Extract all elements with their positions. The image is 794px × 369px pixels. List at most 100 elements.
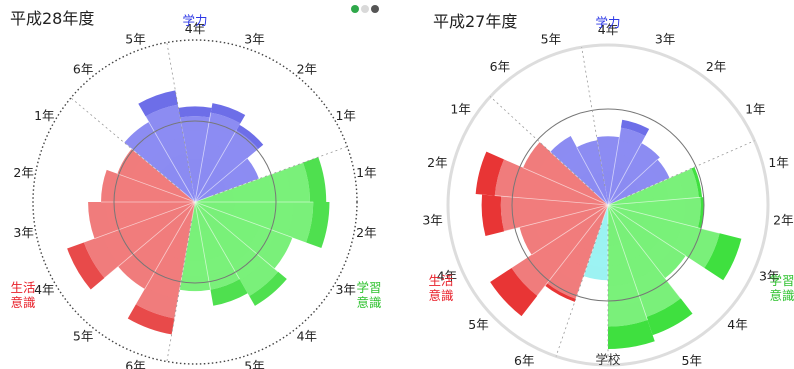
group-separator [213,146,348,196]
category-label: 学校 [595,352,621,367]
spoke-label: 2年 [427,155,447,170]
bar-学習意識-2年 [195,201,330,248]
spoke-label: 4年 [185,21,205,36]
chart-title-2: 平成27年度 [433,12,517,31]
bar-highlight [67,242,105,290]
bar-highlight [210,103,246,124]
bar-生活意識-5年 [490,204,609,317]
bar-生活意識-1年 [522,142,609,206]
bar-生活意識-4年 [67,201,196,290]
bar-生活意識-6年 [127,201,196,335]
bar-学習意識-4年 [194,201,287,306]
spoke-label: 2年 [706,59,726,74]
category-label: 学習 [769,273,794,288]
legend-dot [361,5,369,13]
bar-学力-6年 [550,136,609,206]
spoke-label: 2年 [356,225,376,240]
polar-chart-2: 平成27年度4年3年2年1年1年2年3年4年5年6年学校6年5年4年3年2年1年… [422,12,794,368]
bar-生活意識-5年 [118,201,196,290]
category-label: 生活 [10,280,35,295]
bar-学力-4年 [178,106,212,203]
group-separator [555,223,603,357]
spoke-label: 4年 [727,317,747,332]
category-label: 意識 [356,295,381,310]
bar-highlight [249,271,287,306]
spoke-label: 5年 [125,31,145,46]
category-label: 生活 [428,273,453,288]
bar-学習意識-5年 [607,204,693,336]
bar-学力-2年 [194,124,264,203]
bar-学力-2年 [607,142,660,206]
spoke-label: 5年 [73,328,93,343]
category-label: 学力 [182,13,207,28]
bar-学力-5年 [576,140,609,206]
spoke-label: 4年 [297,328,317,343]
spoke-label: 5年 [541,32,561,47]
bar-学習意識-2年 [607,196,704,229]
bar-highlight [127,304,175,335]
bar-学力-3年 [607,119,650,206]
spoke-label: 3年 [13,225,33,240]
outer-ring [32,39,358,365]
bar-highlight [704,233,742,281]
legend-dot [371,5,379,13]
bar-highlight [620,119,650,137]
bar-highlight [303,157,327,202]
bar-highlight [210,279,248,306]
group-separator [70,97,181,190]
spoke-label: 1年 [356,165,376,180]
bar-highlight [236,124,264,149]
spoke-label: 1年 [335,108,355,123]
group-separator [166,221,193,362]
spoke-label: 5年 [244,359,264,369]
bar-学力-4年 [596,136,620,206]
spoke-label: 4年 [437,269,457,284]
spoke-label: 4年 [34,282,54,297]
spoke-label: 3年 [759,269,779,284]
bar-highlight [545,283,576,302]
bar-highlight [490,268,538,317]
category-label: 学習 [356,280,381,295]
legend-dots [351,5,379,13]
spoke-label: 2年 [13,165,33,180]
group-separator [490,96,595,193]
spoke-label: 1年 [768,155,788,170]
bar-生活意識-2年 [101,169,195,203]
group-separator [166,42,193,183]
spoke-label: 4年 [598,22,618,37]
spoke-label: 1年 [34,108,54,123]
category-label: 意識 [428,288,453,303]
bar-学力-1年 [194,157,259,203]
bar-highlight [608,320,655,349]
chart-title-1: 平成28年度 [10,9,94,28]
bar-学力-3年 [194,103,246,203]
spoke-label: 6年 [490,59,510,74]
bar-highlight [306,202,330,248]
legend-dot [351,5,359,13]
bar-学力-5年 [138,90,196,203]
bar-highlight [178,106,212,118]
category-label: 意識 [10,295,35,310]
spoke-label: 3年 [422,213,442,228]
polar-chart-1: 平成28年度4年3年2年1年1年2年3年4年5年6年6年5年4年3年2年1年6年… [10,9,382,369]
spoke-label: 6年 [125,359,145,369]
spoke-label: 5年 [682,353,702,368]
bar-学力-1年 [607,159,670,206]
spoke-label: 2年 [297,62,317,77]
bar-生活意識-3年 [481,194,609,237]
spoke-label: 5年 [468,317,488,332]
spoke-label: 3年 [244,31,264,46]
spoke-label: 3年 [335,282,355,297]
spoke-label: 1年 [745,102,765,117]
bar-学習意識-6年 [179,201,211,292]
bar-学習意識-1年 [607,167,703,206]
spoke-label: 3年 [655,32,675,47]
bar-学習意識-3年 [194,201,293,269]
bar-生活意識-4年 [519,204,609,256]
bar-highlight [691,167,703,198]
spoke-label: 1年 [450,102,470,117]
bar-highlight [481,194,505,237]
group-separator [581,47,606,187]
spoke-label: 6年 [514,353,534,368]
